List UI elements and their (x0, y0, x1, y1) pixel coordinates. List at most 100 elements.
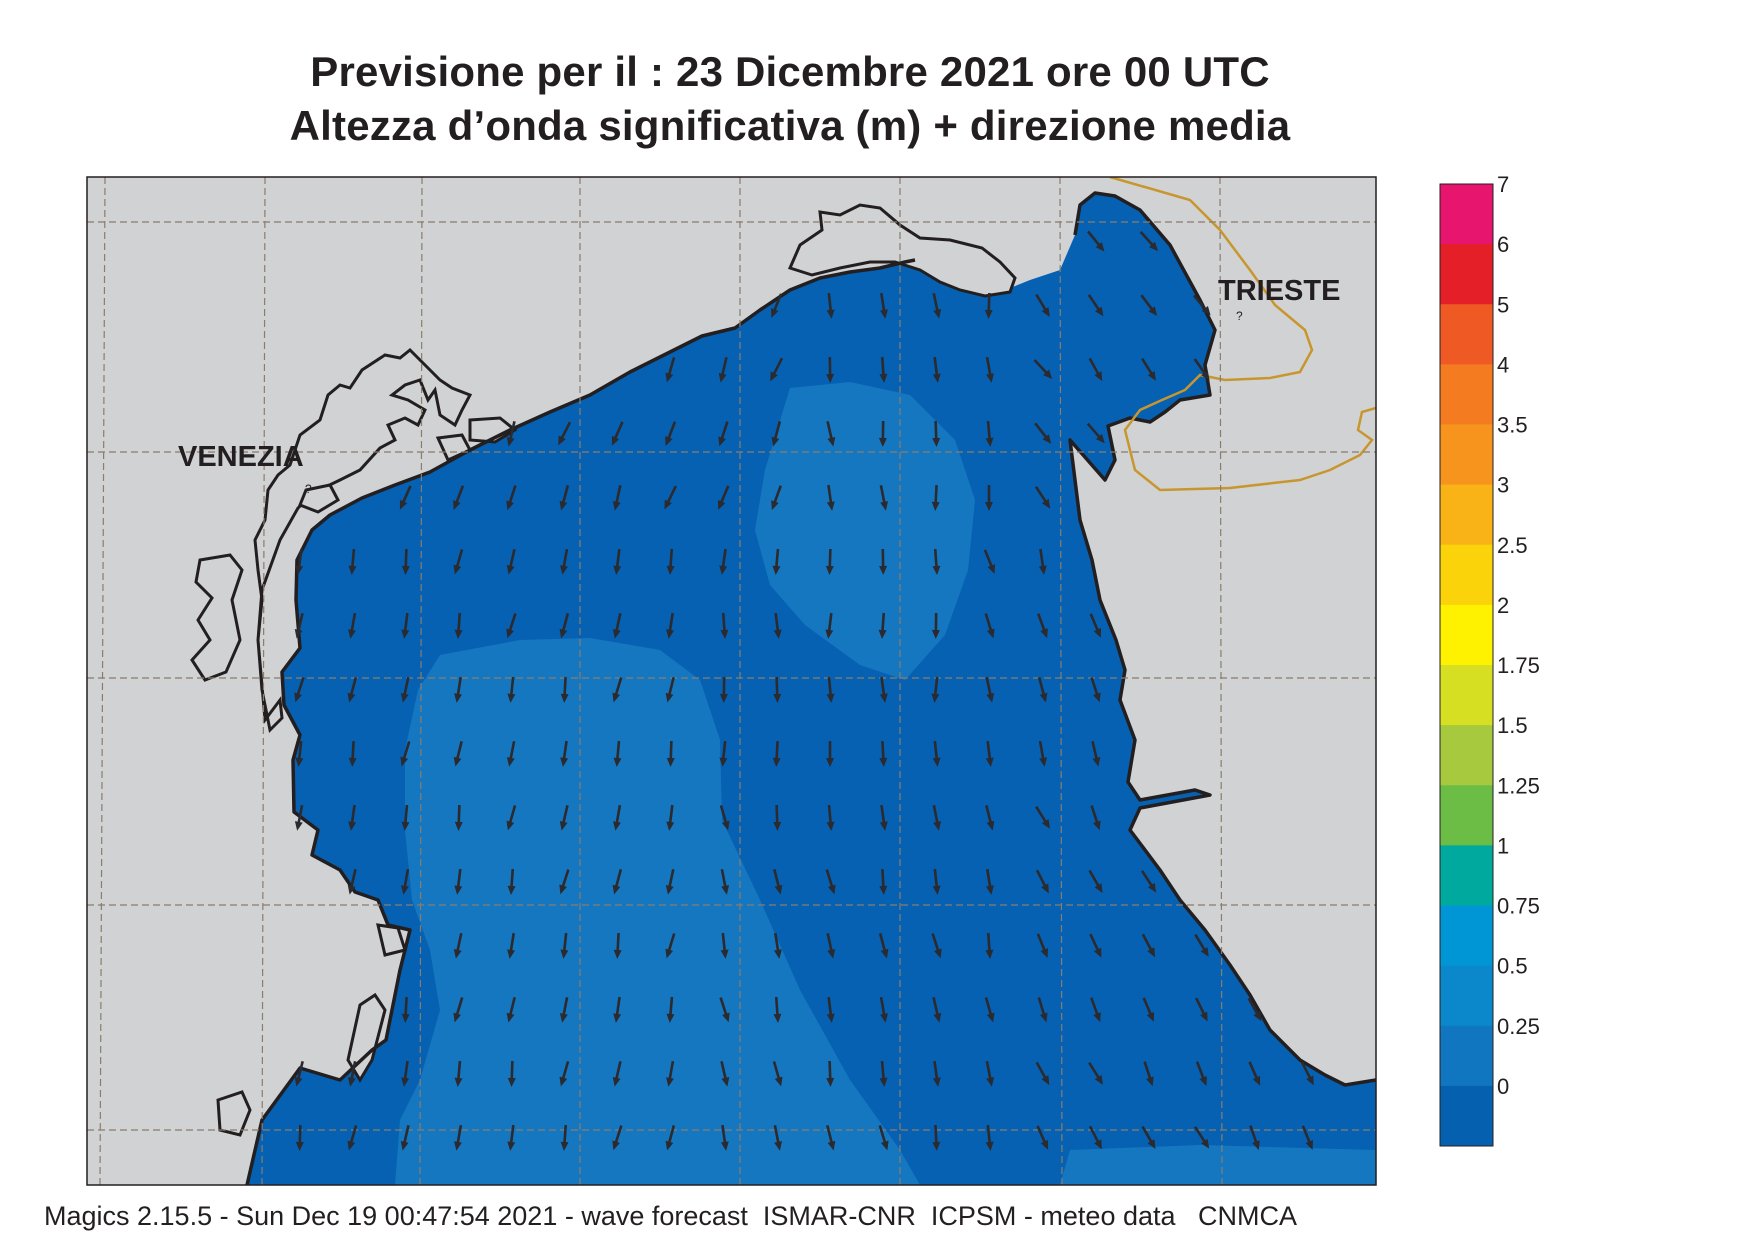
wave-arrow-head (1306, 1075, 1314, 1086)
wave-arrow-head (931, 693, 940, 703)
wave-arrow-head (1040, 1139, 1049, 1150)
wave-arrow-head (1199, 1076, 1207, 1087)
wave-arrow-head (666, 629, 675, 639)
wave-arrow-head (1041, 498, 1051, 509)
wave-arrow-head (879, 309, 888, 319)
wave-arrow-head (399, 499, 408, 510)
wave-arrow-head (613, 1013, 622, 1023)
wave-arrow-head (826, 1077, 835, 1087)
wave-arrow-head (665, 372, 674, 383)
legend-label: 3 (1497, 473, 1509, 498)
wave-arrow-head (1147, 882, 1157, 893)
wave-arrow-head (1201, 370, 1210, 381)
wave-arrow-head (453, 564, 462, 575)
wave-arrow-head (825, 565, 834, 575)
wave-arrow-head (1041, 1075, 1050, 1086)
wave-arrow-head (827, 884, 836, 895)
legend-swatch (1440, 1025, 1493, 1087)
wave-arrow-head (348, 565, 357, 575)
wave-arrow-head (611, 435, 620, 446)
wave-arrow-head (934, 948, 942, 959)
wave-arrow-head (719, 757, 728, 767)
wave-arrow-head (295, 565, 304, 575)
wave-arrow-head (560, 949, 569, 959)
wave-arrow-head (1252, 1075, 1261, 1086)
wave-arrow-head (401, 1077, 410, 1087)
legend-swatch (1440, 905, 1493, 967)
wave-arrow-head (507, 693, 516, 703)
legend-label: 6 (1497, 232, 1509, 257)
wave-arrow-head (1094, 883, 1103, 893)
wave-arrow-head (400, 756, 409, 767)
wave-arrow-head (347, 1077, 356, 1087)
wave-arrow-head (1041, 818, 1050, 829)
map-frame (86, 176, 1377, 1186)
legend-label: 0.25 (1497, 1014, 1540, 1039)
wave-arrow-head (720, 949, 729, 959)
legend-swatch (1440, 785, 1493, 846)
wave-arrow-head (774, 1076, 783, 1087)
legend-label: 4 (1497, 352, 1509, 377)
wave-arrow-head (1147, 370, 1156, 381)
wave-arrow-head (985, 949, 994, 959)
wave-arrow-head (613, 565, 622, 575)
wave-arrow-head (1093, 1012, 1101, 1023)
wave-arrow-head (933, 1012, 942, 1023)
wave-arrow-head (932, 373, 941, 383)
wave-arrow-head (560, 1141, 569, 1151)
forecast-subtitle: Altezza d’onda significativa (m) + direz… (289, 102, 1291, 149)
wave-arrow-head (986, 1077, 995, 1087)
wave-arrow-head (721, 820, 730, 831)
wave-arrow-head (771, 500, 779, 511)
wave-arrow-head (1043, 369, 1053, 379)
wave-arrow-head (986, 628, 995, 639)
wave-arrow-head (454, 1141, 462, 1151)
wave-arrow-head (774, 884, 783, 895)
wave-arrow-head (721, 1076, 730, 1087)
venice-island-4 (298, 483, 340, 514)
wave-arrow-head (1039, 1012, 1048, 1023)
wave-arrow-head (932, 757, 941, 767)
wave-arrow-head (507, 1077, 516, 1087)
wave-arrow-head (1039, 692, 1048, 703)
legend-swatch (1440, 544, 1493, 606)
po-delta-1 (346, 992, 387, 1083)
istria-land (1070, 177, 1376, 1085)
wave-arrow-head (560, 757, 569, 767)
wave-arrow-head (1093, 692, 1101, 703)
wave-arrow-head (454, 821, 463, 831)
wave-arrow-head (558, 435, 566, 446)
wave-arrow-head (878, 629, 887, 639)
wave-arrow-head (932, 1077, 941, 1087)
wave-arrow-head (931, 629, 940, 639)
wave-height-legend: 7 6 5 4 3.5 3 2.5 2 1.75 1.5 1.25 1 0.75 0.5 0.25 0 (1439, 172, 1540, 1147)
legend-swatch (1440, 424, 1493, 486)
wave-arrow-head (454, 1077, 463, 1087)
wave-arrow-head (1095, 242, 1105, 252)
wave-arrow-head (718, 436, 726, 447)
sea-zone-south (395, 638, 920, 1185)
wave-arrow-head (1042, 434, 1052, 444)
wave-arrow-head (453, 949, 462, 959)
wave-arrow-head (559, 500, 568, 511)
wave-arrow-head (666, 1013, 675, 1023)
city-label-venezia: VENEZIA (178, 441, 304, 473)
wave-arrow-head (826, 373, 835, 383)
wave-arrow-head (1146, 1011, 1155, 1022)
wave-arrow-head (880, 1140, 889, 1151)
po-delta-2 (216, 1090, 252, 1137)
wave-arrow-head (932, 885, 941, 895)
wave-arrow-head (1094, 1074, 1103, 1085)
wave-arrow-head (401, 565, 410, 575)
city-label-trieste: TRIESTE (1218, 275, 1340, 307)
wave-arrow-head (933, 821, 942, 831)
legend-label: 1.5 (1497, 713, 1528, 738)
wave-arrow-head (560, 693, 569, 703)
wave-arrow-head (664, 499, 672, 510)
wave-arrow-head (1148, 306, 1158, 316)
wave-arrow-head (401, 821, 410, 831)
wave-arrow-head (401, 885, 409, 895)
sea-zone-north (755, 382, 975, 680)
wave-arrow-head (773, 821, 782, 831)
wave-arrow-head (985, 1141, 994, 1151)
